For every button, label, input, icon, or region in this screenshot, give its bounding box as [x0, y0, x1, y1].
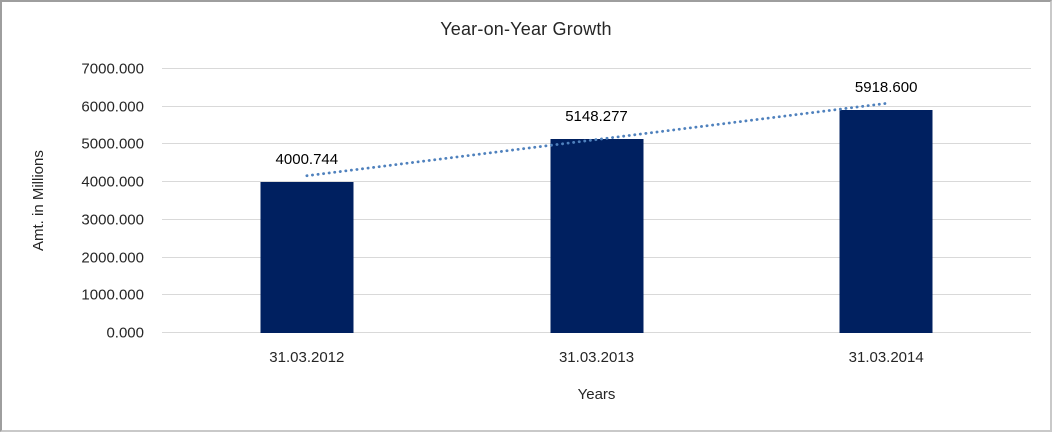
- trendline-path: [305, 102, 888, 178]
- x-tick-label: 31.03.2012: [269, 349, 345, 366]
- y-tick-label: 5000.000: [81, 135, 144, 153]
- y-tick-label: 7000.000: [81, 60, 144, 78]
- bar-slot: 4000.744: [162, 69, 452, 333]
- trendline: [305, 102, 888, 178]
- y-tick-label: 3000.000: [81, 211, 144, 229]
- y-tick-label: 1000.000: [81, 286, 144, 304]
- bar: [260, 182, 354, 333]
- bar-value-label: 4000.744: [275, 151, 339, 169]
- x-axis: 31.03.2012 31.03.2013 31.03.2014: [162, 349, 1031, 366]
- bar-value-label: 5148.277: [565, 107, 628, 125]
- y-tick-label: 6000.000: [81, 98, 144, 116]
- bar-value-label: 5918.600: [854, 78, 918, 96]
- y-tick-label: 0.000: [106, 324, 144, 342]
- y-axis: 0.000 1000.000 2000.000 3000.000 4000.000 500…: [2, 61, 152, 342]
- gridline: [162, 105, 1031, 107]
- bars-row: 4000.744 5148.277 5918.600: [162, 69, 1031, 333]
- bar-slot: 5148.277: [452, 69, 742, 333]
- y-tick-label: 4000.000: [81, 173, 144, 191]
- bar-slot: 5918.600: [741, 69, 1031, 333]
- y-tick-label: 2000.000: [81, 249, 144, 267]
- x-tick-label: 31.03.2014: [848, 349, 924, 366]
- plot-area: 4000.744 5148.277 5918.600: [162, 68, 1031, 333]
- bar: [839, 109, 933, 333]
- gridline: [162, 68, 1031, 69]
- chart-title: Year-on-Year Growth: [440, 19, 612, 39]
- x-axis-title: Years: [577, 386, 616, 403]
- bar: [550, 138, 643, 333]
- x-tick-label: 31.03.2013: [558, 349, 635, 366]
